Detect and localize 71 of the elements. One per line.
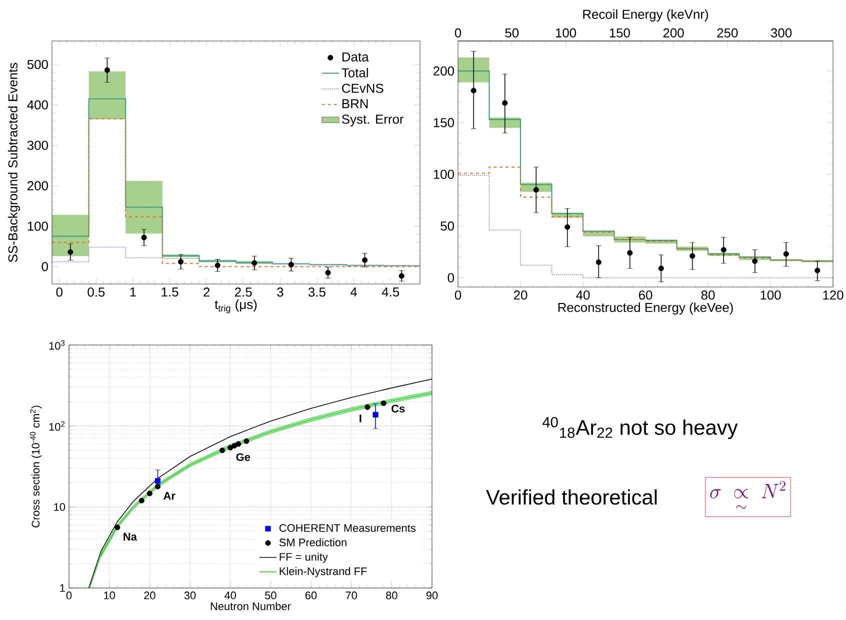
- x-tick-label: 20: [514, 290, 528, 300]
- y-axis-title: Cross section (10$^{-40}$ cm$^{2}$): [30, 406, 42, 528]
- x-tick-label: 10: [104, 592, 115, 600]
- x2-tick-label: 50: [505, 28, 519, 38]
- legend-label: FF = unity: [280, 552, 328, 563]
- x-tick-label: 80: [386, 592, 398, 600]
- x-axis-title: t$_{trig}$ (μs): [214, 300, 257, 314]
- x-tick-label: 80: [701, 290, 715, 300]
- y-tick-label: 500: [27, 60, 48, 70]
- legend-label: Data: [342, 52, 369, 62]
- annotation: Ar: [164, 492, 176, 500]
- legend-label: SM Prediction: [279, 538, 346, 546]
- x2-tick-label: 150: [610, 28, 630, 38]
- annotation: Na: [124, 532, 137, 541]
- y-tick-label: 10$^{2}$: [49, 421, 65, 431]
- x-tick-label: 0.5: [88, 288, 105, 297]
- x2-tick-label: 200: [663, 28, 684, 38]
- text: 40$_{18}$Ar$_{22}$ not so heavy: [542, 416, 738, 440]
- y-tick-label: 100: [28, 222, 48, 231]
- y-tick-label: 200: [28, 181, 48, 190]
- x-tick-label: 40: [224, 592, 236, 600]
- y-tick-label: 50: [440, 221, 454, 231]
- x-tick-label: 4.5: [382, 288, 400, 297]
- y-tick-label: 200: [434, 66, 454, 76]
- x2-tick-label: 100: [556, 28, 576, 38]
- x-tick-label: 60: [638, 290, 652, 300]
- x-tick-label: 20: [144, 592, 156, 600]
- legend-label: CEvNS: [342, 84, 384, 93]
- legend-label: COHERENT Measurements: [279, 524, 416, 532]
- y-tick-label: 400: [27, 100, 48, 110]
- x-tick-label: 120: [823, 290, 844, 300]
- x-tick-label: 1.5: [162, 288, 178, 297]
- x-axis-title: Neutron Number: [210, 602, 291, 610]
- legend-label: Total: [342, 68, 368, 78]
- x2-axis-title: Recoil Energy (keVnr): [583, 9, 708, 22]
- x-tick-label: 3: [277, 288, 284, 297]
- x-tick-label: 90: [426, 592, 438, 600]
- annotation: I: [360, 414, 362, 422]
- y-tick-label: 0: [448, 273, 454, 282]
- annotation: Cs: [392, 404, 405, 413]
- text: Verified theoretical: [486, 489, 657, 505]
- x-tick-label: 0: [454, 290, 462, 300]
- x-tick-label: 50: [265, 592, 276, 600]
- y-tick-label: 10: [54, 503, 66, 511]
- y-tick-label: 1: [60, 584, 65, 592]
- y-tick-label: 100: [434, 170, 454, 179]
- y-tick-label: 10$^{3}$: [49, 340, 65, 350]
- x-tick-label: 1: [130, 288, 136, 296]
- legend-label: Klein-Nystrand FF: [280, 567, 367, 578]
- x-tick-label: 2.5: [235, 288, 252, 297]
- y-tick-label: 0: [42, 262, 48, 272]
- x-tick-label: 100: [760, 290, 781, 300]
- x-tick-label: 70: [346, 592, 357, 600]
- legend-label: BRN: [342, 99, 368, 108]
- x2-tick-label: 0: [454, 28, 462, 38]
- x-axis-title: Reconstructed Energy (keVee): [558, 302, 733, 315]
- y-axis-title: SS-Background Subtracted Events: [8, 62, 20, 262]
- x2-tick-label: 300: [770, 28, 792, 38]
- x2-tick-label: 250: [717, 28, 738, 38]
- y-tick-label: 150: [434, 118, 454, 128]
- x-tick-label: 30: [184, 592, 196, 600]
- legend-label: Syst. Error: [342, 114, 404, 126]
- x-tick-label: 60: [305, 592, 317, 600]
- annotation: Ge: [236, 453, 250, 461]
- y-tick-label: 300: [27, 140, 48, 150]
- text: $\sigma \;\underset{\sim}{\propto}\; N^{2}$: [710, 481, 786, 509]
- x-tick-label: 40: [576, 290, 590, 300]
- x-tick-label: 3.5: [308, 288, 326, 297]
- x-tick-label: 2: [204, 288, 210, 297]
- x-tick-label: 0: [66, 592, 72, 600]
- x-tick-label: 4: [350, 288, 357, 296]
